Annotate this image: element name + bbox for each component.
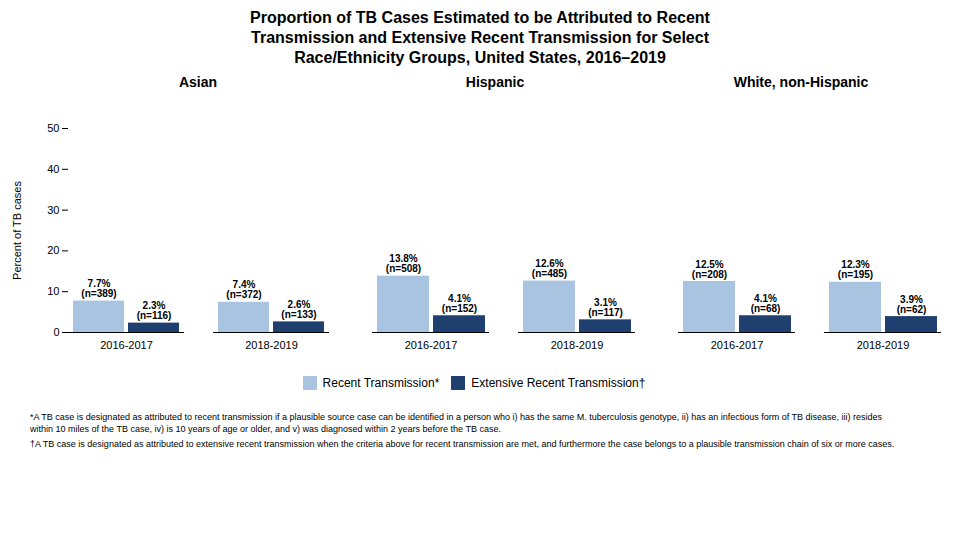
html-text:Proportion of TB Cases Estimat: Proportion of TB Cases Estimated to be A… bbox=[250, 9, 710, 66]
svg-text:50: 50 bbox=[47, 122, 59, 134]
svg-text:13.8%(n=508): 13.8%(n=508) bbox=[386, 253, 421, 274]
svg-text:2016-2017: 2016-2017 bbox=[405, 339, 458, 351]
svg-text:3.9%(n=62): 3.9%(n=62) bbox=[897, 294, 927, 315]
svg-text:7.7%(n=389): 7.7%(n=389) bbox=[81, 278, 116, 299]
html-text:Asian: Asian bbox=[178, 74, 218, 90]
svg-text:Percent of TB cases: Percent of TB cases bbox=[11, 181, 23, 280]
svg-text:12.6%(n=485): 12.6%(n=485) bbox=[532, 258, 567, 279]
svg-text:2.3%(n=116): 2.3%(n=116) bbox=[137, 300, 172, 321]
svg-text:3.1%(n=117): 3.1%(n=117) bbox=[588, 297, 623, 318]
svg-text:2.6%(n=133): 2.6%(n=133) bbox=[281, 299, 316, 320]
html-text:Extensive Recent Transmission†: Extensive Recent Transmission† bbox=[471, 375, 646, 390]
svg-text:20: 20 bbox=[47, 244, 59, 256]
html-text:†A TB case is designated as at: †A TB case is designated as attributed t… bbox=[30, 439, 895, 449]
svg-text:2018-2019: 2018-2019 bbox=[857, 339, 910, 351]
svg-text:4.1%(n=152): 4.1%(n=152) bbox=[442, 293, 477, 314]
svg-text:0: 0 bbox=[53, 326, 59, 338]
svg-text:30: 30 bbox=[47, 204, 59, 216]
html-text:Hispanic: Hispanic bbox=[465, 74, 525, 90]
svg-text:2016-2017: 2016-2017 bbox=[100, 339, 153, 351]
svg-text:12.5%(n=208): 12.5%(n=208) bbox=[692, 259, 727, 280]
svg-text:2018-2019: 2018-2019 bbox=[551, 339, 604, 351]
html-text:White, non-Hispanic: White, non-Hispanic bbox=[733, 74, 869, 90]
svg-text:40: 40 bbox=[47, 163, 59, 175]
svg-text:7.4%(n=372): 7.4%(n=372) bbox=[226, 279, 261, 300]
svg-text:10: 10 bbox=[47, 285, 59, 297]
html-text:Recent Transmission*: Recent Transmission* bbox=[322, 375, 440, 390]
svg-text:12.3%(n=195): 12.3%(n=195) bbox=[838, 259, 873, 280]
html-text:*A TB case is designated as at: *A TB case is designated as attributed t… bbox=[30, 412, 883, 434]
svg-text:2018-2019: 2018-2019 bbox=[245, 339, 298, 351]
svg-text:4.1%(n=68): 4.1%(n=68) bbox=[751, 293, 781, 314]
svg-text:2016-2017: 2016-2017 bbox=[711, 339, 764, 351]
